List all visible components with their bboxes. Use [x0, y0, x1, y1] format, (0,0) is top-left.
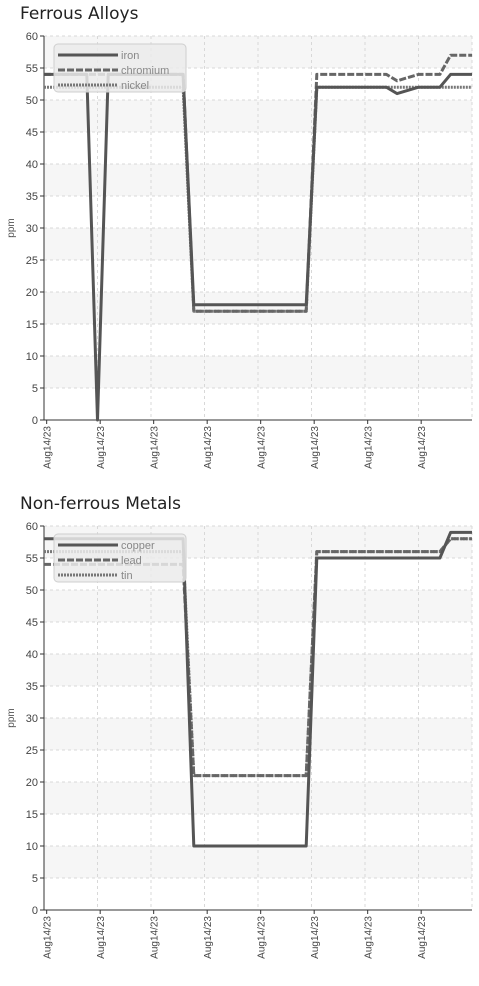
x-tick-label: Aug14/23 — [417, 426, 428, 469]
x-tick-label: Aug14/23 — [43, 426, 54, 469]
legend-label-nickel: nickel — [121, 80, 149, 92]
x-tick-label: Aug14/23 — [203, 916, 214, 959]
y-tick-label: 55 — [26, 553, 38, 565]
y-tick-label: 10 — [26, 841, 38, 853]
x-tick-label: Aug14/23 — [203, 426, 214, 469]
y-tick-label: 20 — [26, 287, 38, 299]
y-tick-label: 0 — [32, 905, 38, 917]
legend: copper lead tin — [53, 533, 187, 583]
legend-label-chromium: chromium — [121, 65, 169, 77]
y-tick-label: 25 — [26, 255, 38, 267]
y-tick-label: 50 — [26, 585, 38, 597]
legend-label-iron: iron — [121, 50, 139, 62]
x-tick-label: Aug14/23 — [150, 916, 161, 959]
x-tick-label: Aug14/23 — [310, 426, 321, 469]
grid-band — [44, 718, 472, 750]
y-tick-label: 30 — [26, 713, 38, 725]
legend-label-lead: lead — [121, 555, 142, 567]
y-tick-label: 15 — [26, 319, 38, 331]
y-tick-label: 60 — [26, 521, 38, 533]
legend-label-tin: tin — [121, 570, 133, 582]
x-tick-label: Aug14/23 — [96, 916, 107, 959]
x-tick-label: Aug14/23 — [96, 426, 107, 469]
x-tick-label: Aug14/23 — [257, 426, 268, 469]
y-tick-label: 45 — [26, 617, 38, 629]
series-line-iron — [44, 72, 472, 422]
y-tick-label: 15 — [26, 809, 38, 821]
non-ferrous-metals-panel: Non-ferrous Metals 0 5 10 15 20 25 30 35 40 45 50 5… — [0, 494, 479, 980]
legend-label-copper: copper — [121, 540, 155, 552]
x-tick-label: Aug14/23 — [364, 916, 375, 959]
y-tick-label: 45 — [26, 127, 38, 139]
y-tick-label: 5 — [32, 873, 38, 885]
y-tick-label: 50 — [26, 95, 38, 107]
x-tick-label: Aug14/23 — [310, 916, 321, 959]
series-line-copper — [44, 530, 472, 848]
x-tick-label: Aug14/23 — [150, 426, 161, 469]
y-tick-label: 20 — [26, 777, 38, 789]
ferrous-alloys-panel: Ferrous Alloys 0 5 10 15 20 25 30 35 40 45 50 55 60 A… — [0, 4, 479, 494]
ferrous-alloys-chart: 0 5 10 15 20 25 30 35 40 45 50 55 60 Aug14/23 Aug14/23… — [6, 31, 473, 469]
x-tick-label: Aug14/23 — [43, 916, 54, 959]
chart-title: Non-ferrous Metals — [20, 494, 182, 514]
y-tick-label: 35 — [26, 191, 38, 203]
y-tick-label: 35 — [26, 681, 38, 693]
legend: iron chromium nickel — [53, 43, 187, 93]
chart-title: Ferrous Alloys — [20, 4, 139, 24]
grid-band — [44, 228, 472, 260]
y-tick-label: 40 — [26, 159, 38, 171]
y-tick-label: 40 — [26, 649, 38, 661]
y-tick-label: 60 — [26, 31, 38, 43]
y-tick-label: 0 — [32, 415, 38, 427]
x-tick-label: Aug14/23 — [257, 916, 268, 959]
y-axis-label: ppm — [6, 708, 17, 727]
y-tick-label: 25 — [26, 745, 38, 757]
x-tick-label: Aug14/23 — [417, 916, 428, 959]
y-tick-label: 5 — [32, 383, 38, 395]
non-ferrous-metals-chart: 0 5 10 15 20 25 30 35 40 45 50 55 60 Aug14/23 Aug14/23… — [6, 521, 473, 959]
x-tick-label: Aug14/23 — [364, 426, 375, 469]
y-tick-label: 10 — [26, 351, 38, 363]
y-tick-label: 55 — [26, 63, 38, 75]
y-axis-label: ppm — [6, 218, 17, 237]
y-tick-label: 30 — [26, 223, 38, 235]
